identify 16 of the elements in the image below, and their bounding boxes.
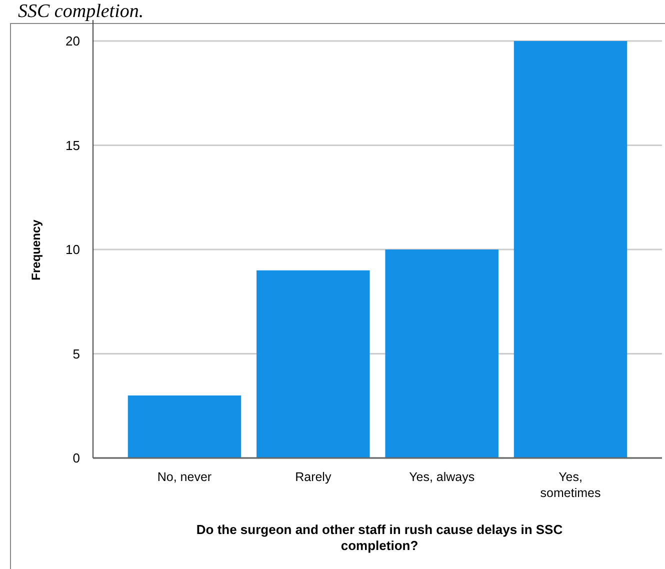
x-axis-title: Do the surgeon and other staff in rush cause delays in SSC completion?	[196, 522, 564, 553]
bar	[514, 41, 628, 458]
bar	[256, 270, 370, 458]
x-tick-label: No, never	[157, 470, 212, 484]
x-tick-label: Rarely	[295, 470, 332, 484]
y-tick-label: 15	[66, 138, 80, 153]
y-axis-title: Frequency	[29, 219, 43, 280]
annotation: SSC completion.	[18, 1, 144, 22]
y-tick-label: 0	[72, 450, 80, 466]
y-tick-label: 10	[66, 242, 80, 258]
y-tick-label: 5	[72, 346, 80, 362]
y-tick-label: 20	[66, 34, 80, 49]
x-tick-label: Yes, sometimes	[540, 470, 601, 500]
bar	[385, 250, 498, 458]
x-tick-label: Yes, always	[409, 470, 475, 484]
bar	[128, 395, 242, 458]
